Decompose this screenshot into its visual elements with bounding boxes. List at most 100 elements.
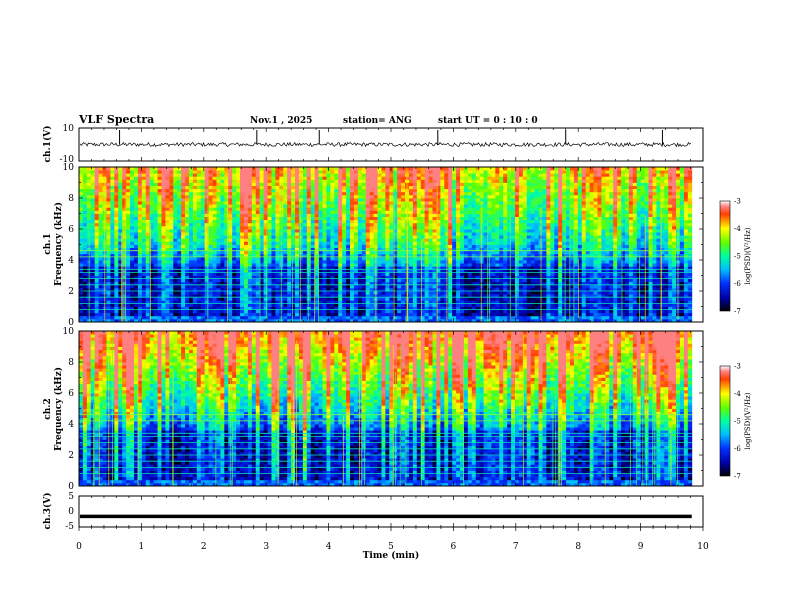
spectrogram-cell: [420, 244, 426, 248]
spectrogram-cell: [208, 309, 213, 314]
spectrogram-cell: [149, 188, 155, 193]
spectrogram-cell: [173, 318, 178, 323]
spectrogram-cell: [267, 297, 272, 301]
spectrogram-cell: [369, 238, 374, 242]
spectrogram-cell: [424, 191, 429, 196]
spectrogram-cell: [361, 173, 367, 177]
spectrogram-cell: [185, 188, 190, 193]
spectrogram-cell: [251, 198, 257, 202]
spectrogram-cell: [255, 300, 261, 304]
spectrogram-cell: [141, 287, 147, 292]
spectrogram-cell: [247, 182, 253, 186]
spectrogram-cell: [157, 269, 162, 273]
spectrogram-cell: [82, 176, 88, 180]
spectrogram-cell: [196, 297, 202, 301]
spectrogram-cell: [460, 309, 465, 314]
spectrogram-cell: [157, 188, 162, 193]
spectrogram-cell: [94, 272, 100, 276]
spectrogram-cell: [200, 303, 206, 307]
spectrogram-cell: [385, 204, 390, 208]
spectrogram-cell: [287, 222, 292, 227]
spectrogram-cell: [177, 303, 182, 307]
spectrogram-cell: [369, 266, 374, 270]
spectrogram-cell: [161, 303, 166, 307]
spectrogram-cell: [243, 315, 249, 320]
spectrogram-cell: [220, 263, 225, 267]
spectrogram-cell: [322, 170, 327, 174]
spectrogram-cell: [79, 241, 84, 245]
spectrogram-cell: [173, 188, 178, 193]
spectrogram-cell: [416, 269, 422, 273]
spectrogram-cell: [220, 278, 225, 283]
spectrogram-cell: [298, 303, 304, 307]
spectrogram-cell: [298, 241, 304, 245]
spectrogram-cell: [137, 216, 143, 221]
spectrogram-cell: [259, 306, 265, 310]
spectrogram-cell: [401, 185, 406, 190]
spectrogram-cell: [79, 173, 84, 177]
spectrogram-cell: [240, 309, 245, 314]
spectrogram-cell: [145, 303, 151, 307]
spectrogram-cell: [295, 219, 300, 224]
spectrogram-cell: [428, 232, 433, 236]
spectrogram-cell: [444, 291, 449, 295]
spectrogram-cell: [310, 191, 316, 196]
spectrogram-cell: [353, 238, 359, 242]
spectrogram-cell: [420, 291, 426, 295]
spectrogram-cell: [232, 201, 237, 205]
spectrogram-cell: [420, 173, 426, 177]
spectrogram-cell: [212, 238, 217, 242]
spectrogram-cell: [361, 291, 367, 295]
spectrogram-cell: [169, 173, 174, 177]
spectrogram-cell: [389, 272, 394, 276]
spectrogram-cell: [161, 247, 166, 252]
spectrogram-cell: [122, 297, 127, 301]
spectrogram-cell: [448, 312, 453, 317]
spectrogram-cell: [212, 312, 217, 317]
spectrogram-cell: [416, 222, 422, 227]
spectrogram-cell: [82, 281, 88, 286]
spectrogram-cell: [130, 278, 135, 283]
spectrogram-cell: [460, 297, 465, 301]
spectrogram-cell: [361, 266, 367, 270]
spectrogram-cell: [381, 318, 386, 323]
spectrogram-cell: [153, 297, 158, 301]
spectrogram-cell: [192, 188, 198, 193]
spectrogram-cell: [444, 266, 449, 270]
spectrogram-cell: [393, 312, 398, 317]
spectrogram-cell: [298, 213, 304, 217]
spectrogram-cell: [389, 238, 394, 242]
spectrogram-cell: [173, 179, 178, 183]
spectrogram-cell: [361, 241, 367, 245]
spectrogram-cell: [342, 241, 347, 245]
spectrogram-cell: [161, 176, 166, 180]
spectrogram-cell: [255, 170, 261, 174]
spectrogram-cell: [322, 284, 327, 289]
spectrogram-cell: [369, 182, 374, 186]
spectrogram-cell: [153, 241, 158, 245]
spectrogram-cell: [208, 247, 213, 252]
spectrogram-cell: [122, 201, 127, 205]
spectrogram-cell: [165, 256, 170, 261]
spectrogram-cell: [149, 312, 155, 317]
spectrogram-cell: [137, 263, 143, 267]
spectrogram-cell: [342, 182, 347, 186]
spectrogram-cell: [251, 287, 257, 292]
spectrogram-cell: [133, 235, 139, 239]
spectrogram-cell: [334, 247, 339, 252]
spectrogram-cell: [228, 253, 233, 258]
spectrogram-cell: [232, 306, 237, 310]
spectrogram-cell: [118, 303, 123, 307]
spectrogram-cell: [130, 303, 135, 307]
spectrogram-cell: [232, 275, 237, 279]
spectrogram-cell: [314, 207, 320, 211]
spectrogram-cell: [243, 185, 249, 190]
spectrogram-cell: [255, 278, 261, 283]
spectrogram-cell: [181, 182, 186, 186]
spectrogram-cell: [228, 170, 233, 174]
spectrogram-cell: [255, 318, 261, 323]
spectrogram-cell: [440, 185, 445, 190]
spectrogram-cell: [94, 232, 100, 236]
spectrogram-cell: [291, 309, 296, 314]
spectrogram-cell: [275, 173, 280, 177]
